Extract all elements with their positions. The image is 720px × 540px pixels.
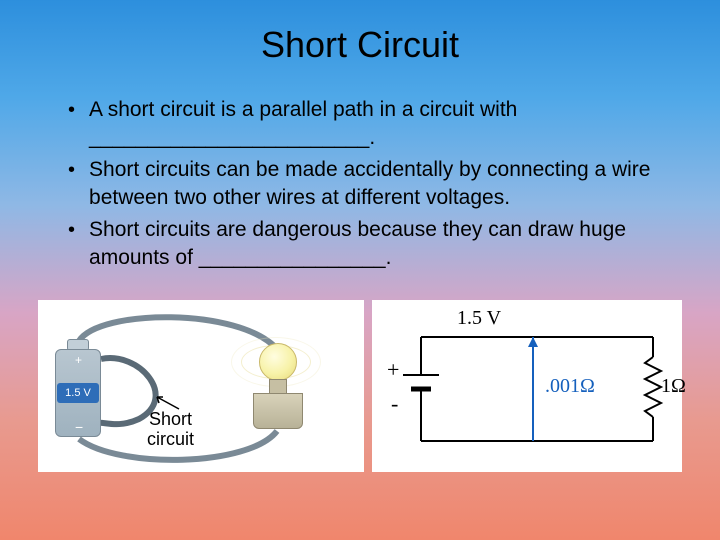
bullet-marker: •: [68, 216, 75, 244]
list-item: • Short circuits are dangerous because t…: [68, 216, 670, 272]
schematic-svg: [373, 301, 685, 473]
bullet-text: Short circuits can be made accidentally …: [89, 156, 670, 212]
short-resistance-label: .001Ω: [545, 375, 595, 398]
minus-label: -: [391, 391, 398, 417]
bullet-text: A short circuit is a parallel path in a …: [89, 96, 670, 152]
battery-voltage-label: 1.5 V: [57, 383, 99, 403]
bullet-text: Short circuits are dangerous because the…: [89, 216, 670, 272]
short-circuit-label: Shortcircuit: [147, 409, 194, 449]
voltage-label: 1.5 V: [457, 307, 501, 330]
battery-plus: +: [75, 353, 82, 367]
schematic-diagram: 1.5 V + - .001Ω 1Ω: [372, 300, 682, 472]
bulb-icon: [247, 343, 309, 435]
list-item: • Short circuits can be made accidentall…: [68, 156, 670, 212]
bullet-marker: •: [68, 156, 75, 184]
pictorial-diagram: + − 1.5 V Shortcircuit: [38, 300, 364, 472]
list-item: • A short circuit is a parallel path in …: [68, 96, 670, 152]
load-resistance-label: 1Ω: [661, 375, 686, 398]
battery-minus: −: [75, 419, 83, 435]
bullet-list: • A short circuit is a parallel path in …: [0, 96, 720, 272]
page-title: Short Circuit: [0, 0, 720, 96]
plus-label: +: [387, 357, 399, 383]
diagram-row: + − 1.5 V Shortcircuit: [38, 300, 682, 476]
bullet-marker: •: [68, 96, 75, 124]
